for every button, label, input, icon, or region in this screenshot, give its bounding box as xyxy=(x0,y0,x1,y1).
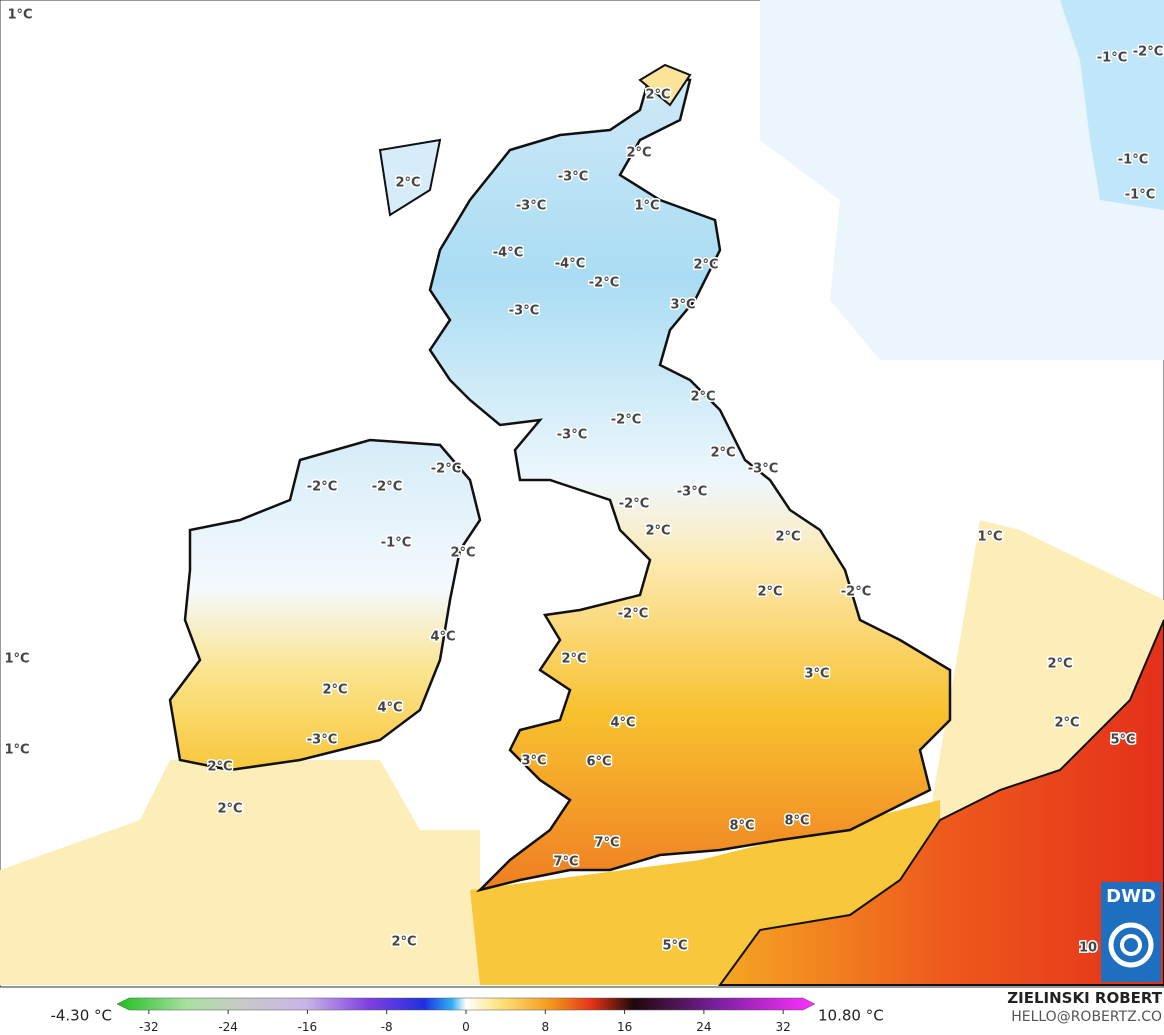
temperature-label: 1°C xyxy=(4,743,29,758)
temperature-label: 6°C xyxy=(586,755,611,770)
temperature-label: -4°C xyxy=(493,246,523,261)
temperature-label: 2°C xyxy=(690,390,715,405)
temperature-label: 2°C xyxy=(645,88,670,103)
temperature-label: -2°C xyxy=(589,276,619,291)
temperature-label: -3°C xyxy=(516,199,546,214)
temperature-label: -3°C xyxy=(677,485,707,500)
temperature-label: -1°C xyxy=(1125,188,1155,203)
colorbar-bar xyxy=(116,997,816,1011)
logo: DWD xyxy=(1101,882,1161,982)
temperature-label: 10 xyxy=(1079,941,1097,956)
colorbar-tick-label: 32 xyxy=(776,1020,791,1034)
temperature-label: 4°C xyxy=(377,701,402,716)
temperature-label: -2°C xyxy=(372,480,402,495)
temperature-label: 2°C xyxy=(1047,657,1072,672)
temperature-label: -2°C xyxy=(611,413,641,428)
temperature-label: 2°C xyxy=(395,176,420,191)
temperature-label: -1°C xyxy=(381,536,411,551)
colorbar: -4.30 °C 10.80 °C -32 -24 -16 -8 0 8 16 24 32 xyxy=(50,997,884,1034)
temperature-label: 2°C xyxy=(775,530,800,545)
colorbar-tick-label: 16 xyxy=(617,1020,632,1034)
temperature-label: 1°C xyxy=(7,8,32,23)
colorbar-min: -4.30 °C xyxy=(50,1007,112,1025)
island xyxy=(378,138,442,217)
temperature-label: -2°C xyxy=(618,607,648,622)
temperature-label: 3°C xyxy=(670,298,695,313)
temperature-label: -4°C xyxy=(555,257,585,272)
temperature-label: 7°C xyxy=(594,836,619,851)
temperature-label: -3°C xyxy=(558,170,588,185)
logo-text: DWD xyxy=(1106,886,1156,907)
temperature-label: 1°C xyxy=(4,652,29,667)
temperature-label: 8°C xyxy=(784,814,809,829)
ireland xyxy=(168,438,482,772)
temperature-label: -2°C xyxy=(619,497,649,512)
great-britain xyxy=(428,73,952,893)
temperature-label: 7°C xyxy=(553,855,578,870)
credit-name: ZIELINSKI ROBERT xyxy=(1007,989,1162,1007)
temperature-label: -3°C xyxy=(748,462,778,477)
temperature-label: 2°C xyxy=(693,258,718,273)
credit-email: HELLO@ROBERTZ.CO xyxy=(1011,1009,1162,1025)
temperature-label: 2°C xyxy=(561,652,586,667)
colorbar-tick-label: -24 xyxy=(218,1020,238,1034)
temperature-label: 2°C xyxy=(217,802,242,817)
colorbar-tick-label: -32 xyxy=(139,1020,159,1034)
temperature-label: -3°C xyxy=(557,428,587,443)
continent xyxy=(718,619,1164,986)
warm-sea-area xyxy=(0,760,480,985)
temperature-label: 2°C xyxy=(1054,716,1079,731)
temperature-label: -3°C xyxy=(307,733,337,748)
colorbar-max: 10.80 °C xyxy=(818,1007,884,1025)
colorbar-tick-label: 0 xyxy=(462,1020,470,1034)
temperature-label: -2°C xyxy=(841,585,871,600)
temperature-label: 8°C xyxy=(729,819,754,834)
colorbar-tick-label: -8 xyxy=(381,1020,393,1034)
temperature-label: 2°C xyxy=(645,524,670,539)
temperature-label: -1°C xyxy=(1097,51,1127,66)
temperature-label: -2°C xyxy=(431,462,461,477)
colorbar-tick-label: 24 xyxy=(696,1020,711,1034)
temperature-label: 4°C xyxy=(430,630,455,645)
temperature-label: -2°C xyxy=(1133,45,1163,60)
map: 1°C -1°C -2°C 2°C 2°C -1°C -1°C -3°C 2°C -3°C 1°C -… xyxy=(0,0,1164,988)
temperature-label: 2°C xyxy=(207,760,232,775)
temperature-label: 2°C xyxy=(322,683,347,698)
temperature-label: 5°C xyxy=(1110,733,1135,748)
temperature-label: 2°C xyxy=(710,446,735,461)
temperature-label: -1°C xyxy=(1118,153,1148,168)
temperature-label: 5°C xyxy=(662,939,687,954)
temperature-label: 1°C xyxy=(634,199,659,214)
cold-sea-area xyxy=(760,0,1164,360)
temperature-label: 3°C xyxy=(521,754,546,769)
temperature-label: 2°C xyxy=(450,546,475,561)
colorbar-tick-label: -16 xyxy=(298,1020,318,1034)
temperature-label: -2°C xyxy=(307,480,337,495)
temperature-label: 1°C xyxy=(977,530,1002,545)
temperature-label: 2°C xyxy=(757,585,782,600)
temperature-label: 2°C xyxy=(391,935,416,950)
colorbar-tick-label: 8 xyxy=(541,1020,549,1034)
temperature-label: 2°C xyxy=(626,146,651,161)
island xyxy=(638,63,692,107)
temperature-label: 3°C xyxy=(804,667,829,682)
cold-sea-area xyxy=(1060,0,1164,210)
temperature-label: 4°C xyxy=(610,716,635,731)
temperature-label: -3°C xyxy=(509,304,539,319)
